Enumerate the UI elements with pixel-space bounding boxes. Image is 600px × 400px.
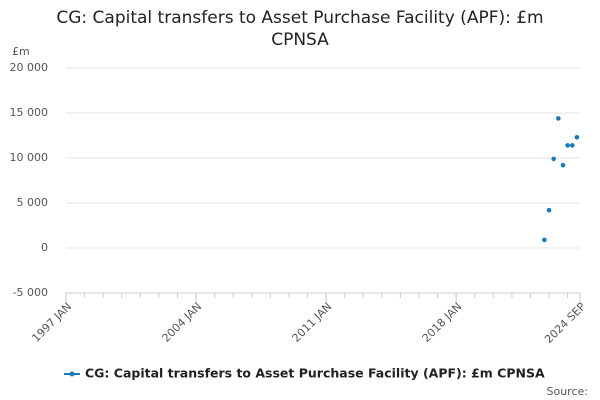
y-tick-label: 20 000 xyxy=(10,61,49,74)
x-tick-label: 2004 JAN xyxy=(160,300,205,345)
x-tick-label: 2011 JAN xyxy=(290,300,335,345)
y-tick-label: 15 000 xyxy=(10,106,49,119)
data-point xyxy=(569,143,575,148)
data-point xyxy=(565,143,570,148)
data-point xyxy=(556,116,561,121)
chart-title: CG: Capital transfers to Asset Purchase … xyxy=(56,8,543,28)
y-tick-label: 5 000 xyxy=(17,196,49,209)
x-tick-label: 2024 SEP xyxy=(542,300,588,346)
x-tick-label: 2018 JAN xyxy=(420,300,465,345)
legend-marker xyxy=(69,371,75,377)
y-tick-label: 10 000 xyxy=(10,151,49,164)
chart-title: CPNSA xyxy=(271,30,329,50)
data-point xyxy=(542,237,547,243)
legend-label: CG: Capital transfers to Asset Purchase … xyxy=(85,366,545,381)
y-unit: £m xyxy=(12,45,30,58)
data-point xyxy=(551,156,556,162)
data-point xyxy=(574,135,580,140)
y-tick-label: -5 000 xyxy=(13,286,48,299)
source-label: Source: xyxy=(547,385,589,398)
x-tick-label: 1997 JAN xyxy=(29,300,74,345)
data-point xyxy=(546,207,552,213)
y-tick-label: 0 xyxy=(41,241,48,254)
data-point xyxy=(560,162,566,168)
